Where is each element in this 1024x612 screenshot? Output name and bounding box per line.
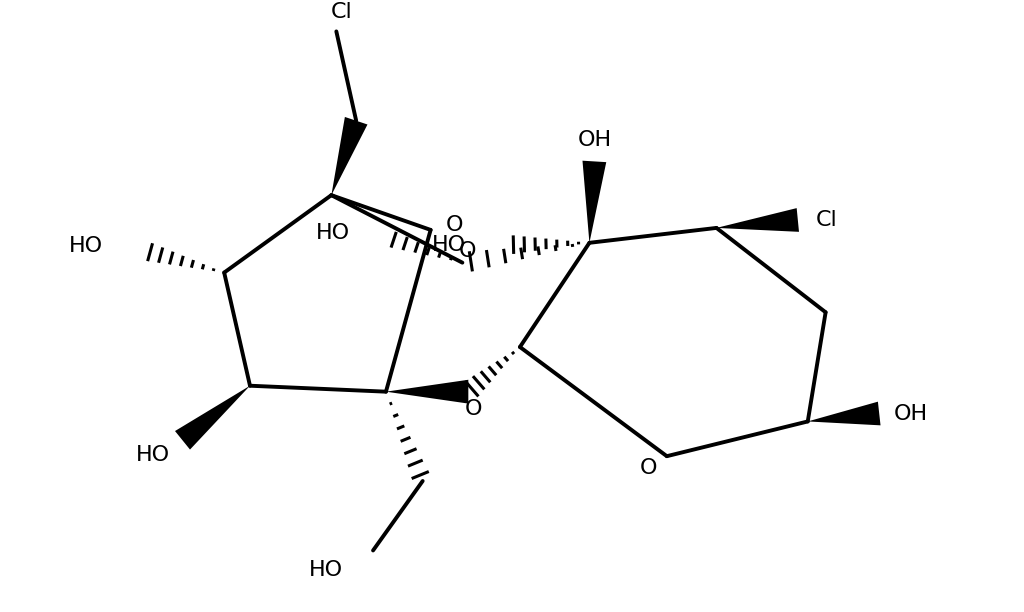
Polygon shape [386,380,468,403]
Text: O: O [445,215,463,235]
Text: OH: OH [894,403,928,424]
Text: O: O [640,458,657,478]
Polygon shape [717,208,799,232]
Polygon shape [175,386,250,450]
Text: HO: HO [316,223,350,243]
Text: O: O [459,241,476,261]
Text: HO: HO [309,561,343,580]
Text: HO: HO [69,236,103,256]
Text: OH: OH [578,130,611,149]
Text: O: O [465,398,482,419]
Text: Cl: Cl [816,210,838,230]
Polygon shape [583,161,606,243]
Text: HO: HO [432,235,466,255]
Text: HO: HO [135,445,170,465]
Polygon shape [332,117,368,195]
Text: Cl: Cl [331,2,352,21]
Polygon shape [808,401,881,425]
